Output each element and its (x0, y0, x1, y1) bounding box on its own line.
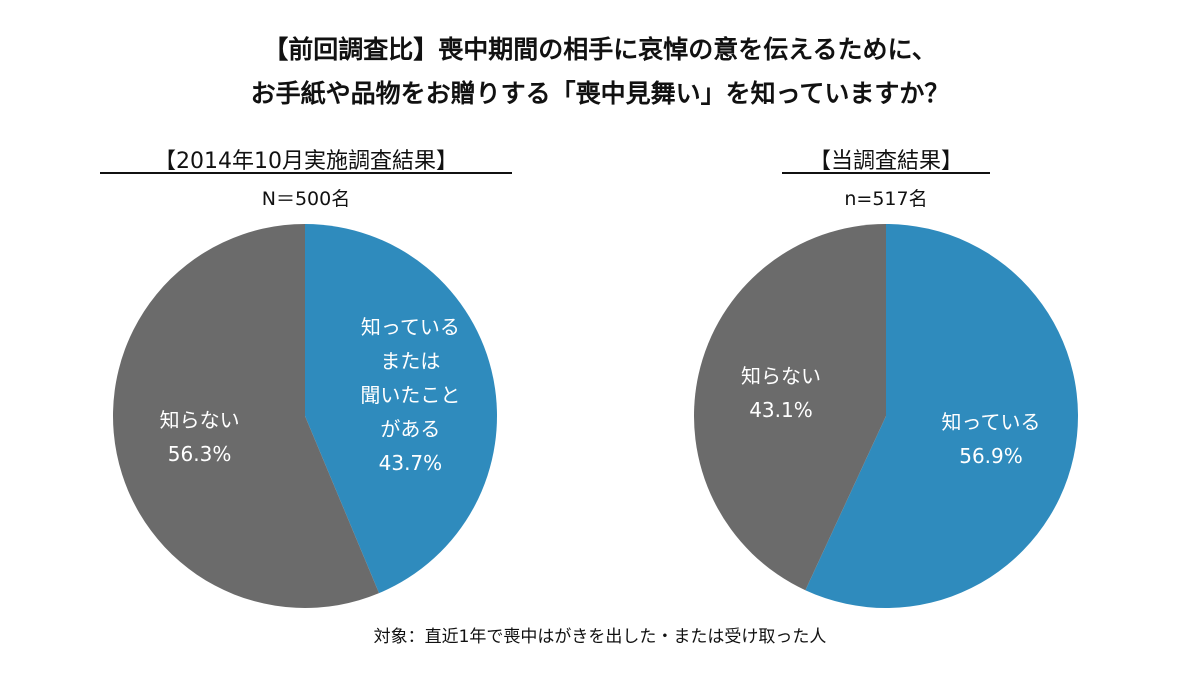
left-title-underline (100, 172, 512, 174)
title-line-1: 【前回調査比】喪中期間の相手に哀悼の意を伝えるために、 (263, 35, 937, 64)
title-line-2: お手紙や品物をお贈りする「喪中見舞い」を知っていますか？ (250, 79, 950, 108)
footnote: 対象：直近1年で喪中はがきを出した・または受け取った人 (373, 627, 827, 647)
right-sample-size: n=517名 (844, 188, 928, 210)
pie-0-slice-0 (305, 224, 497, 594)
pie-1-slice-0-label: 知っている 56.9% (941, 410, 1041, 469)
pie-0-slice-1-label: 知らない 56.3% (159, 408, 240, 467)
left-chart-title: 【2014年10月実施調査結果】 (154, 149, 458, 174)
right-chart-title: 【当調査結果】 (808, 149, 963, 174)
left-sample-size: N＝500名 (261, 188, 351, 210)
pie-1-slice-0 (805, 223, 1079, 608)
pie-1-slice-1-label: 知らない 43.1% (740, 363, 821, 422)
pie-0-slice-1 (112, 224, 380, 608)
pie-1-slice-1 (694, 224, 886, 591)
right-title-underline (782, 172, 990, 174)
pie-0-slice-0-label: 知っている または 聞いたこと がある 43.7% (360, 314, 461, 475)
